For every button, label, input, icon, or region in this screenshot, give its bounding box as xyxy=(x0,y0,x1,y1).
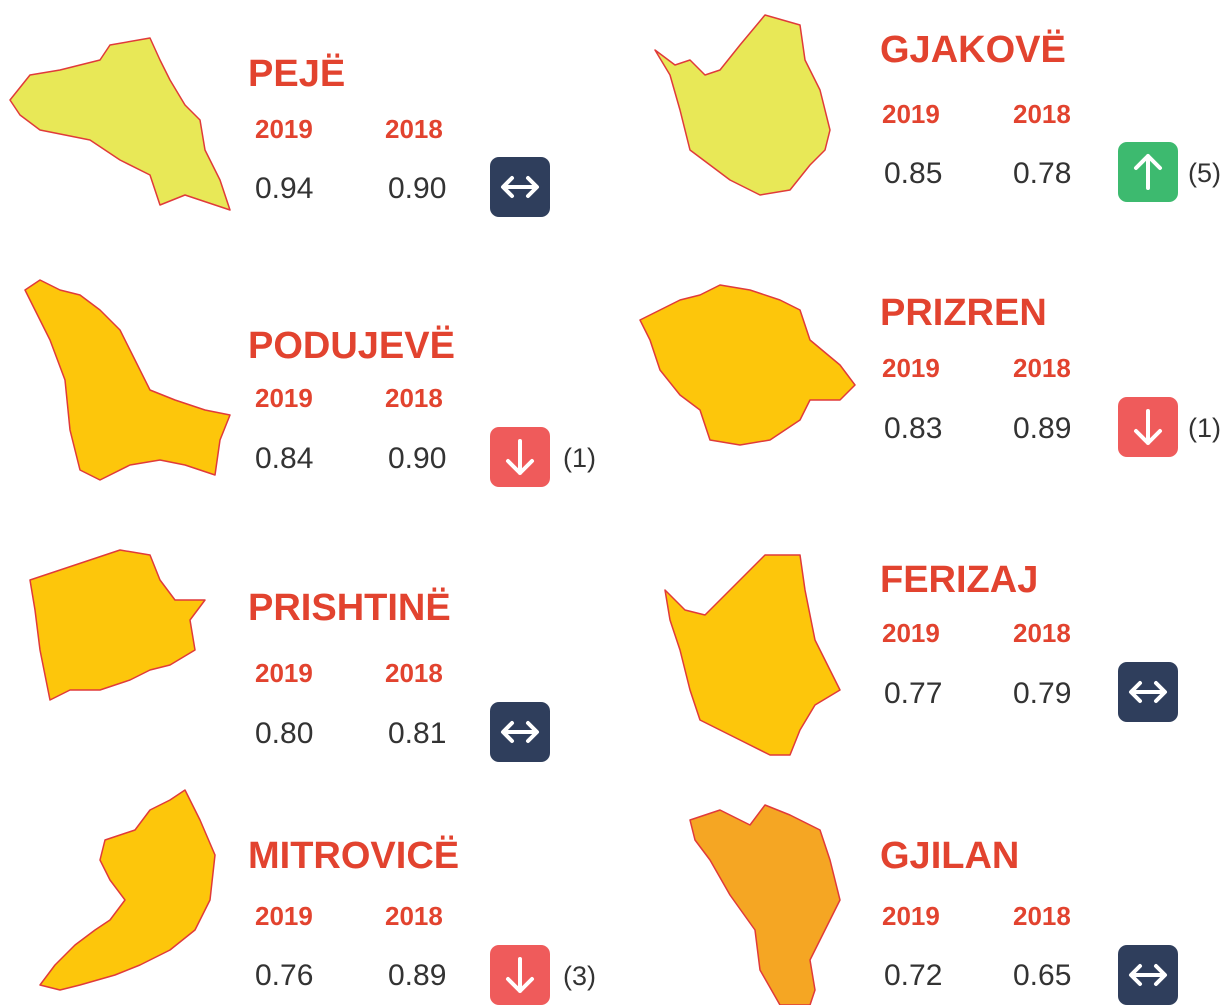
value-2018: 0.90 xyxy=(388,442,446,475)
region-name: GJILAN xyxy=(880,835,1019,877)
value-2019: 0.77 xyxy=(884,677,942,710)
rank-change: (5) xyxy=(1188,158,1221,188)
trend-icon xyxy=(490,945,550,1005)
trend-icon xyxy=(1118,945,1178,1005)
value-2019: 0.76 xyxy=(255,959,313,992)
year-label: 2018 xyxy=(385,901,443,931)
trend-arrow xyxy=(1134,154,1162,190)
region-map xyxy=(9,37,231,211)
trend-arrow xyxy=(501,721,539,743)
region-map xyxy=(689,804,841,1005)
value-2019: 0.83 xyxy=(884,412,942,445)
trend-arrow xyxy=(1129,681,1167,703)
value-2018: 0.78 xyxy=(1013,157,1071,190)
year-label: 2018 xyxy=(1013,99,1071,129)
value-2019: 0.72 xyxy=(884,959,942,992)
region-name: PODUJEVË xyxy=(248,324,455,367)
value-2018: 0.81 xyxy=(388,717,446,750)
trend-icon xyxy=(490,157,550,217)
region-name: PRISHTINË xyxy=(248,586,451,629)
region-name: FERIZAJ xyxy=(880,559,1038,601)
year-label: 2019 xyxy=(882,99,940,129)
year-label: 2018 xyxy=(1013,353,1071,383)
trend-icon xyxy=(490,427,550,487)
rank-change: (3) xyxy=(563,961,596,991)
region-map xyxy=(639,284,856,446)
value-2019: 0.85 xyxy=(884,157,942,190)
year-label: 2018 xyxy=(385,658,443,688)
year-label: 2018 xyxy=(1013,901,1071,931)
year-label: 2019 xyxy=(882,618,940,648)
value-2018: 0.89 xyxy=(388,959,446,992)
region-map xyxy=(654,14,831,196)
region-map xyxy=(664,554,841,756)
value-2019: 0.80 xyxy=(255,717,313,750)
region-name: PRIZREN xyxy=(880,292,1047,334)
year-label: 2018 xyxy=(385,114,443,144)
trend-arrow xyxy=(506,439,534,475)
rank-change: (1) xyxy=(1188,413,1221,443)
trend-icon xyxy=(1118,662,1178,722)
trend-icon xyxy=(1118,142,1178,202)
year-label: 2019 xyxy=(882,353,940,383)
region-map xyxy=(24,279,231,481)
value-2018: 0.90 xyxy=(388,172,446,205)
year-label: 2018 xyxy=(385,383,443,413)
rank-change: (1) xyxy=(563,443,596,473)
region-map xyxy=(29,549,206,701)
trend-arrow xyxy=(1134,409,1162,445)
region-name: PEJË xyxy=(248,52,345,95)
year-label: 2018 xyxy=(1013,618,1071,648)
year-label: 2019 xyxy=(255,901,313,931)
value-2019: 0.84 xyxy=(255,442,313,475)
year-label: 2019 xyxy=(255,114,313,144)
year-label: 2019 xyxy=(882,901,940,931)
trend-icon xyxy=(490,702,550,762)
trend-arrow xyxy=(501,176,539,198)
trend-arrow xyxy=(506,957,534,993)
trend-icon xyxy=(1118,397,1178,457)
value-2019: 0.94 xyxy=(255,172,313,205)
region-name: MITROVICË xyxy=(248,834,459,877)
year-label: 2019 xyxy=(255,658,313,688)
value-2018: 0.79 xyxy=(1013,677,1071,710)
region-map xyxy=(39,789,216,991)
trend-arrow xyxy=(1129,964,1167,986)
value-2018: 0.89 xyxy=(1013,412,1071,445)
value-2018: 0.65 xyxy=(1013,959,1071,992)
region-name: GJAKOVË xyxy=(880,28,1066,71)
year-label: 2019 xyxy=(255,383,313,413)
